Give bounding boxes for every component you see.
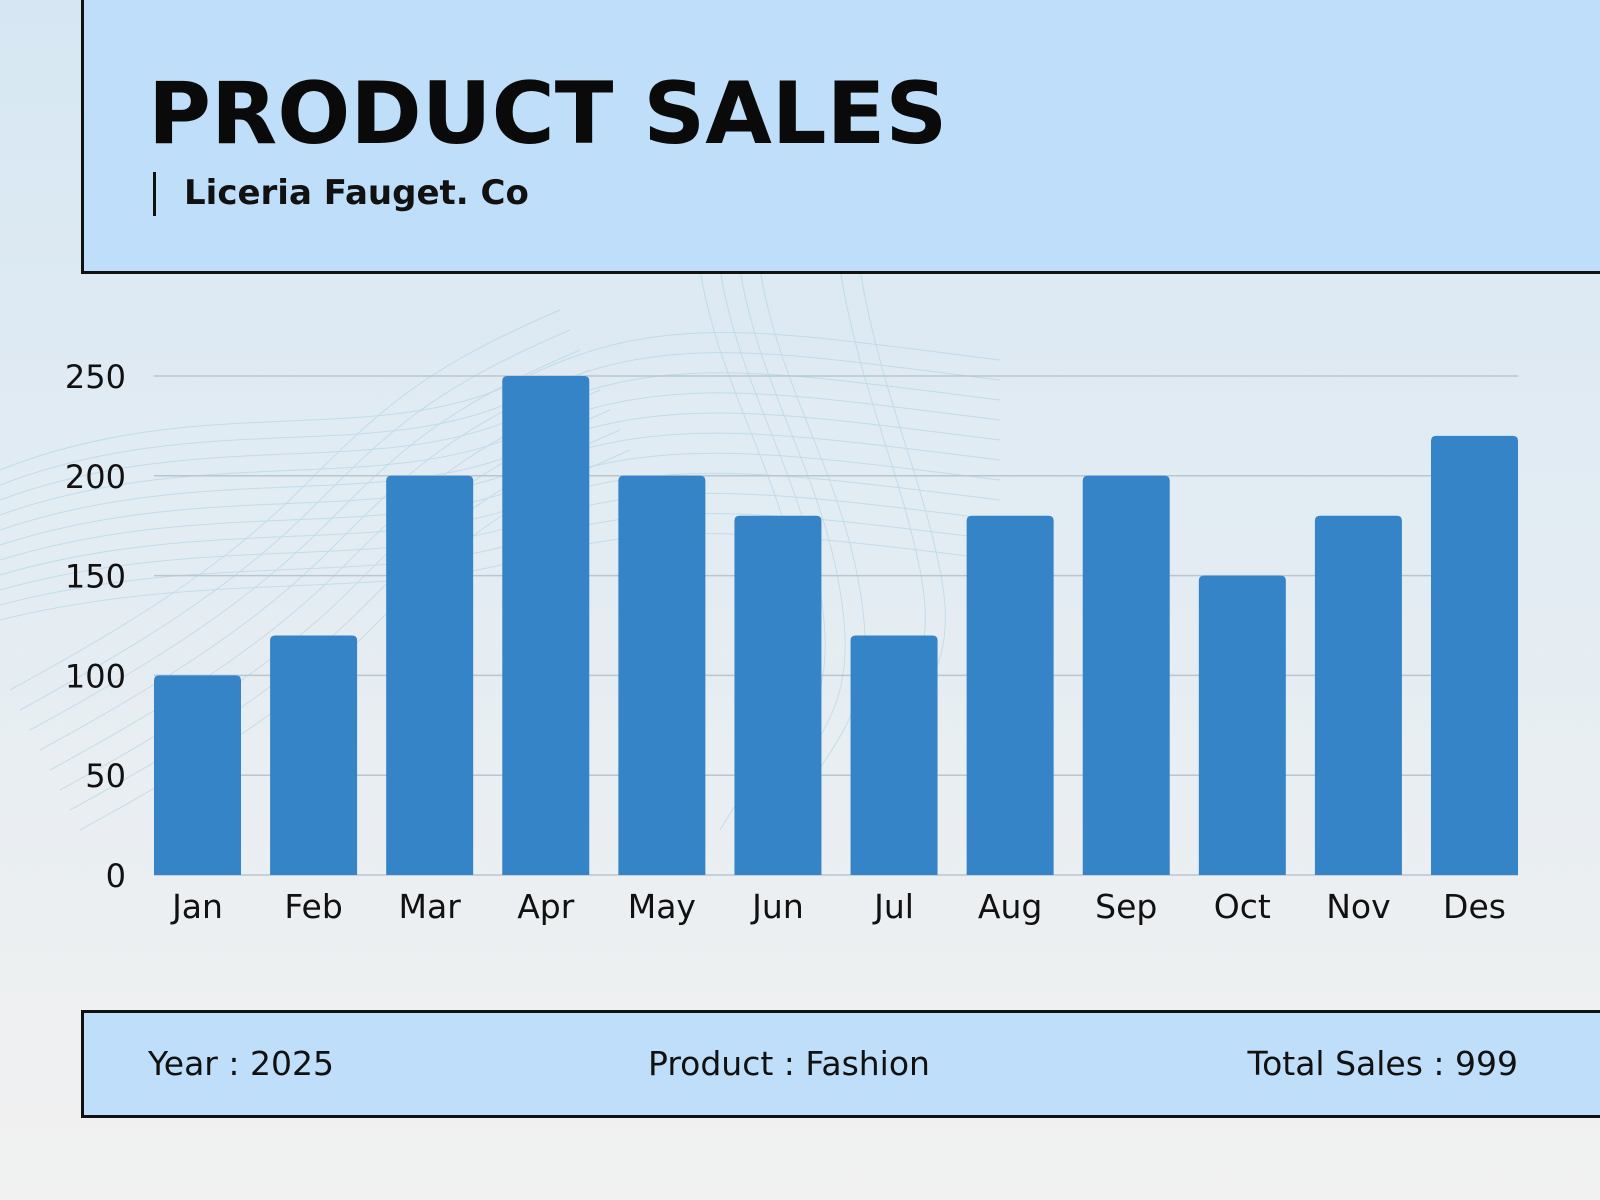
bar-aug — [966, 515, 1054, 875]
bar-jan — [154, 675, 241, 875]
footer-panel — [81, 1010, 1600, 1118]
y-tick-label: 150 — [65, 558, 126, 596]
footer-year: Year : 2025 — [148, 1044, 334, 1083]
subtitle-accent-bar — [153, 172, 156, 216]
bar-des — [1431, 435, 1518, 875]
y-tick-label: 200 — [65, 458, 126, 496]
bar-nov — [1314, 515, 1402, 875]
x-tick-label: Aug — [978, 887, 1042, 926]
x-tick-label: Jul — [872, 887, 914, 926]
page-title: PRODUCT SALES — [148, 64, 948, 164]
x-tick-label: Oct — [1214, 887, 1271, 926]
bar-oct — [1198, 575, 1286, 875]
y-axis-ticks: 0 50 100 150 200 250 — [65, 358, 126, 895]
y-tick-label: 50 — [85, 757, 126, 795]
bar-sep — [1082, 475, 1170, 875]
bar-jul — [850, 635, 938, 875]
x-tick-label: Jan — [170, 887, 223, 926]
x-tick-label: Nov — [1326, 887, 1390, 926]
x-tick-label: May — [628, 887, 696, 926]
x-tick-label: Jun — [750, 887, 804, 926]
bar-jun — [734, 515, 822, 875]
footer-product: Product : Fashion — [648, 1044, 930, 1083]
header-panel — [81, 0, 1600, 274]
x-tick-label: Apr — [517, 887, 575, 926]
wave-background-decoration — [0, 270, 1000, 831]
x-tick-label: Sep — [1095, 887, 1157, 926]
company-name: Liceria Fauget. Co — [184, 173, 529, 213]
y-tick-label: 250 — [65, 358, 126, 396]
bar-may — [618, 475, 706, 875]
bars — [154, 376, 1518, 875]
x-tick-label: Des — [1443, 887, 1506, 926]
y-tick-label: 0 — [106, 857, 126, 895]
x-axis-ticks: Jan Feb Mar Apr May Jun Jul Aug Sep Oct Nov Des — [170, 887, 1506, 926]
y-tick-label: 100 — [65, 657, 126, 695]
bar-apr — [502, 376, 590, 875]
footer-total-sales: Total Sales : 999 — [1247, 1044, 1518, 1083]
gridlines — [154, 375, 1518, 876]
bar-mar — [386, 475, 474, 875]
bar-feb — [270, 635, 358, 875]
x-tick-label: Mar — [399, 887, 462, 926]
x-tick-label: Feb — [284, 887, 342, 926]
